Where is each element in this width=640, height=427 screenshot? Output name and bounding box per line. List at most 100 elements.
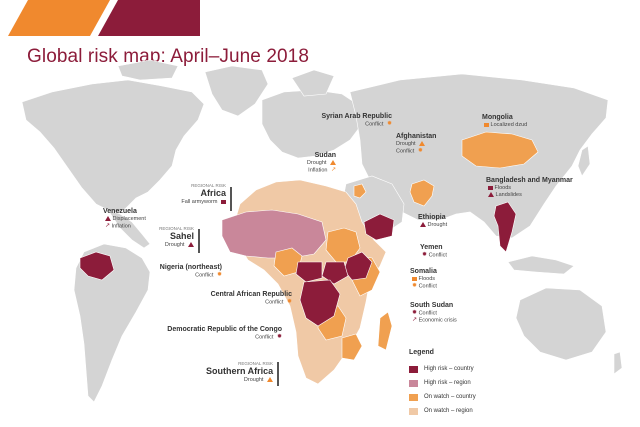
- ethiopia-name: Ethiopia: [418, 214, 446, 221]
- conflict-icon: ✹: [276, 334, 282, 341]
- central-america-shape: [107, 209, 151, 249]
- legend-label: High risk – country: [424, 366, 474, 372]
- southern-africa-country-2: [341, 333, 363, 361]
- nigeria-risk-1: Conflict ✹: [195, 272, 222, 279]
- conflict-icon: ✹: [417, 147, 423, 154]
- madagascar-country: [377, 311, 393, 351]
- legend-swatch-watch-region: [409, 407, 418, 415]
- mongolia-name: Mongolia: [482, 114, 513, 121]
- venezuela-name: Venezuela: [103, 208, 137, 215]
- legend-item: High risk – region: [409, 376, 476, 390]
- syria-country: [353, 183, 367, 199]
- africa-name: Africa: [200, 188, 226, 199]
- economic-crisis-icon: ↗: [412, 317, 418, 324]
- sudan-risk-2: Inflation ↗: [308, 166, 336, 174]
- label-bangladesh-myanmar: Bangladesh and Myanmar Floods Landslides: [486, 177, 573, 199]
- high-risk-countries: [79, 201, 517, 327]
- southern-africa-region-tag: Regional risk: [238, 361, 273, 366]
- conflict-icon: ✹: [386, 121, 392, 128]
- conflict-icon: ✹: [422, 252, 428, 259]
- yemen-risk-1: ✹ Conflict: [422, 252, 447, 259]
- fall-armyworm-icon: [221, 199, 226, 204]
- bangladesh-risk-1: Floods: [486, 185, 573, 192]
- drc-country: [299, 279, 341, 327]
- legend-item: High risk – country: [409, 362, 476, 376]
- banner-red-stripe: [98, 0, 200, 36]
- floods-icon: [412, 276, 417, 281]
- sahel-label-bar: [198, 229, 200, 253]
- legend-swatch-watch-country: [409, 393, 418, 401]
- map-legend: Legend High risk – country High risk – r…: [409, 349, 476, 418]
- venezuela-risk-1: Displacement: [103, 216, 146, 223]
- mongolia-country: [461, 131, 539, 169]
- conflict-icon: ✹: [412, 282, 418, 289]
- bangladesh-risk-2: Landslides: [486, 192, 573, 199]
- legend-swatch-high-country: [409, 365, 418, 373]
- label-south-sudan: South Sudan ✹ Conflict ↗ Economic crisis: [410, 302, 457, 324]
- label-africa-region: Regional risk Africa Fall armyworm: [166, 183, 226, 206]
- conflict-icon: ✹: [286, 299, 292, 306]
- inflation-icon: ↗: [105, 222, 111, 229]
- legend-label: On watch – country: [424, 394, 476, 400]
- southern-africa-risk-1: Drought: [206, 377, 273, 384]
- southern-africa-label-bar: [277, 362, 279, 386]
- label-afghanistan: Afghanistan Drought Conflict ✹: [396, 133, 436, 155]
- south-sudan-country: [321, 261, 349, 285]
- africa-label-bar: [230, 187, 232, 211]
- label-southern-africa-region: Regional risk Southern Africa Drought: [206, 361, 273, 384]
- drc-risk-1: Conflict ✹: [255, 334, 282, 341]
- south-sudan-risk-1: ✹ Conflict: [412, 310, 437, 317]
- south-america-shape: [73, 243, 151, 403]
- venezuela-country: [79, 251, 115, 281]
- drought-icon: [267, 377, 273, 383]
- car-risk-1: Conflict ✹: [265, 299, 292, 306]
- map-title: Global risk map: April–June 2018: [27, 46, 310, 67]
- afghanistan-name: Afghanistan: [396, 133, 437, 140]
- legend-item: On watch – country: [409, 390, 476, 404]
- sudan-name: Sudan: [314, 152, 336, 159]
- drought-icon: [188, 242, 194, 248]
- drought-icon: [419, 141, 426, 147]
- africa-risk-1: Fall armyworm: [166, 199, 226, 206]
- southern-africa-name: Southern Africa: [206, 366, 274, 377]
- label-sudan: Sudan Drought Inflation ↗: [286, 152, 336, 174]
- label-sahel-region: Regional risk Sahel Drought: [148, 226, 194, 249]
- yemen-country: [363, 213, 395, 241]
- africa-region-tag: Regional risk: [191, 183, 226, 188]
- car-name: Central African Republic: [210, 291, 292, 298]
- drought-icon: [330, 160, 336, 166]
- nigeria-name: Nigeria (northeast): [159, 264, 222, 271]
- label-nigeria: Nigeria (northeast) Conflict ✹: [136, 264, 222, 279]
- afghanistan-country: [409, 179, 435, 207]
- indonesia-shape: [507, 255, 575, 275]
- syria-name: Syrian Arab Republic: [321, 113, 392, 120]
- landslides-icon: [488, 192, 494, 198]
- somalia-name: Somalia: [410, 268, 437, 275]
- legend-item: On watch – region: [409, 404, 476, 418]
- greenland-shape: [204, 65, 269, 117]
- afghanistan-risk-1: Drought: [396, 141, 436, 148]
- sahel-high-risk-region: [221, 209, 327, 259]
- somalia-risk-2: ✹ Conflict: [412, 282, 437, 290]
- venezuela-risk-2: ↗ Inflation: [105, 222, 131, 230]
- sahel-risk-1: Drought: [148, 242, 194, 249]
- conflict-icon: ✹: [412, 310, 418, 317]
- conflict-icon: ✹: [216, 272, 222, 279]
- sahel-region-tag: Regional risk: [159, 226, 194, 231]
- australia-shape: [515, 287, 607, 361]
- on-watch-countries: [273, 131, 539, 361]
- label-somalia: Somalia Floods ✹ Conflict: [410, 268, 437, 290]
- north-america-shape: [21, 79, 205, 215]
- banner-orange-stripe: [8, 0, 110, 36]
- somalia-risk-1: Floods: [410, 276, 437, 283]
- car-country: [295, 261, 323, 283]
- displacement-icon: [105, 216, 111, 222]
- label-mongolia: Mongolia Localized dzud: [482, 114, 527, 129]
- dzud-icon: [484, 122, 489, 127]
- drought-icon: [420, 222, 426, 228]
- japan-shape: [577, 145, 591, 177]
- label-syria: Syrian Arab Republic Conflict ✹: [296, 113, 392, 128]
- label-car: Central African Republic Conflict ✹: [190, 291, 292, 306]
- yemen-name: Yemen: [420, 244, 443, 251]
- label-yemen: Yemen ✹ Conflict: [420, 244, 447, 259]
